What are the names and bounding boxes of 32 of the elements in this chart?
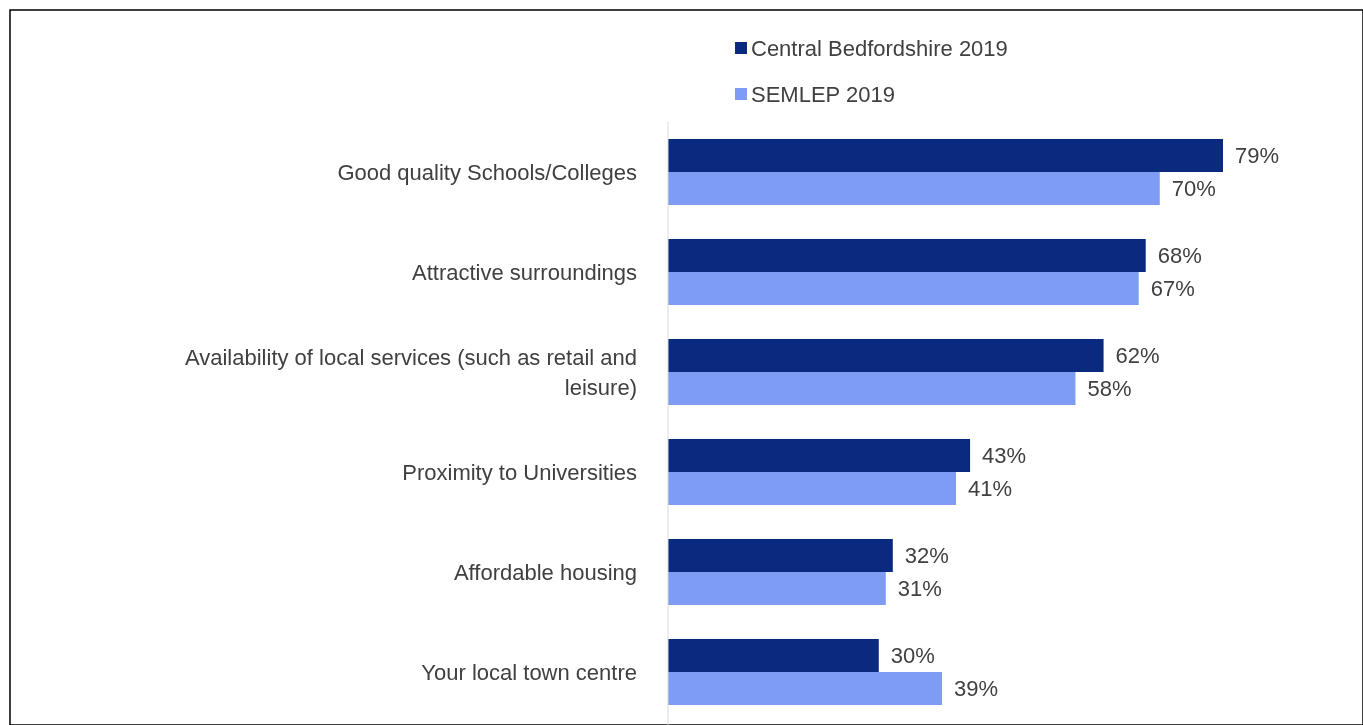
bar [668,239,1146,272]
bar [668,672,942,705]
legend-label: Central Bedfordshire 2019 [751,35,1008,61]
data-label: 68% [1157,243,1202,269]
bar [668,639,879,672]
y-tick-label: Availability of local services (such as retail and leisure) [184,344,637,400]
y-tick-label: Affordable housing [453,559,637,585]
data-label: 39% [953,676,999,702]
bar [668,439,971,472]
data-label: 79% [1235,143,1280,169]
data-label: 31% [897,576,942,602]
bar [668,339,1104,372]
bar [668,172,1160,205]
bar [668,372,1076,405]
data-label: 70% [1171,176,1216,202]
data-label: 58% [1087,376,1132,402]
bar [668,472,957,505]
bar [668,539,893,572]
data-label: 67% [1150,276,1195,302]
bar [668,139,1223,172]
bar [668,272,1139,305]
data-label: 41% [968,476,1013,502]
bar [668,572,886,605]
legend-label: SEMLEP 2019 [751,81,895,107]
y-tick-label: Attractive surroundings [412,259,637,285]
y-tick-label: Good quality Schools/Colleges [337,159,637,185]
data-label: 32% [904,543,949,569]
data-label: 43% [982,443,1027,469]
y-tick-label: Your local town centre [421,659,637,685]
data-label: 30% [890,643,935,669]
y-tick-label: Proximity to Universities [402,459,637,485]
data-label: 62% [1115,343,1160,369]
